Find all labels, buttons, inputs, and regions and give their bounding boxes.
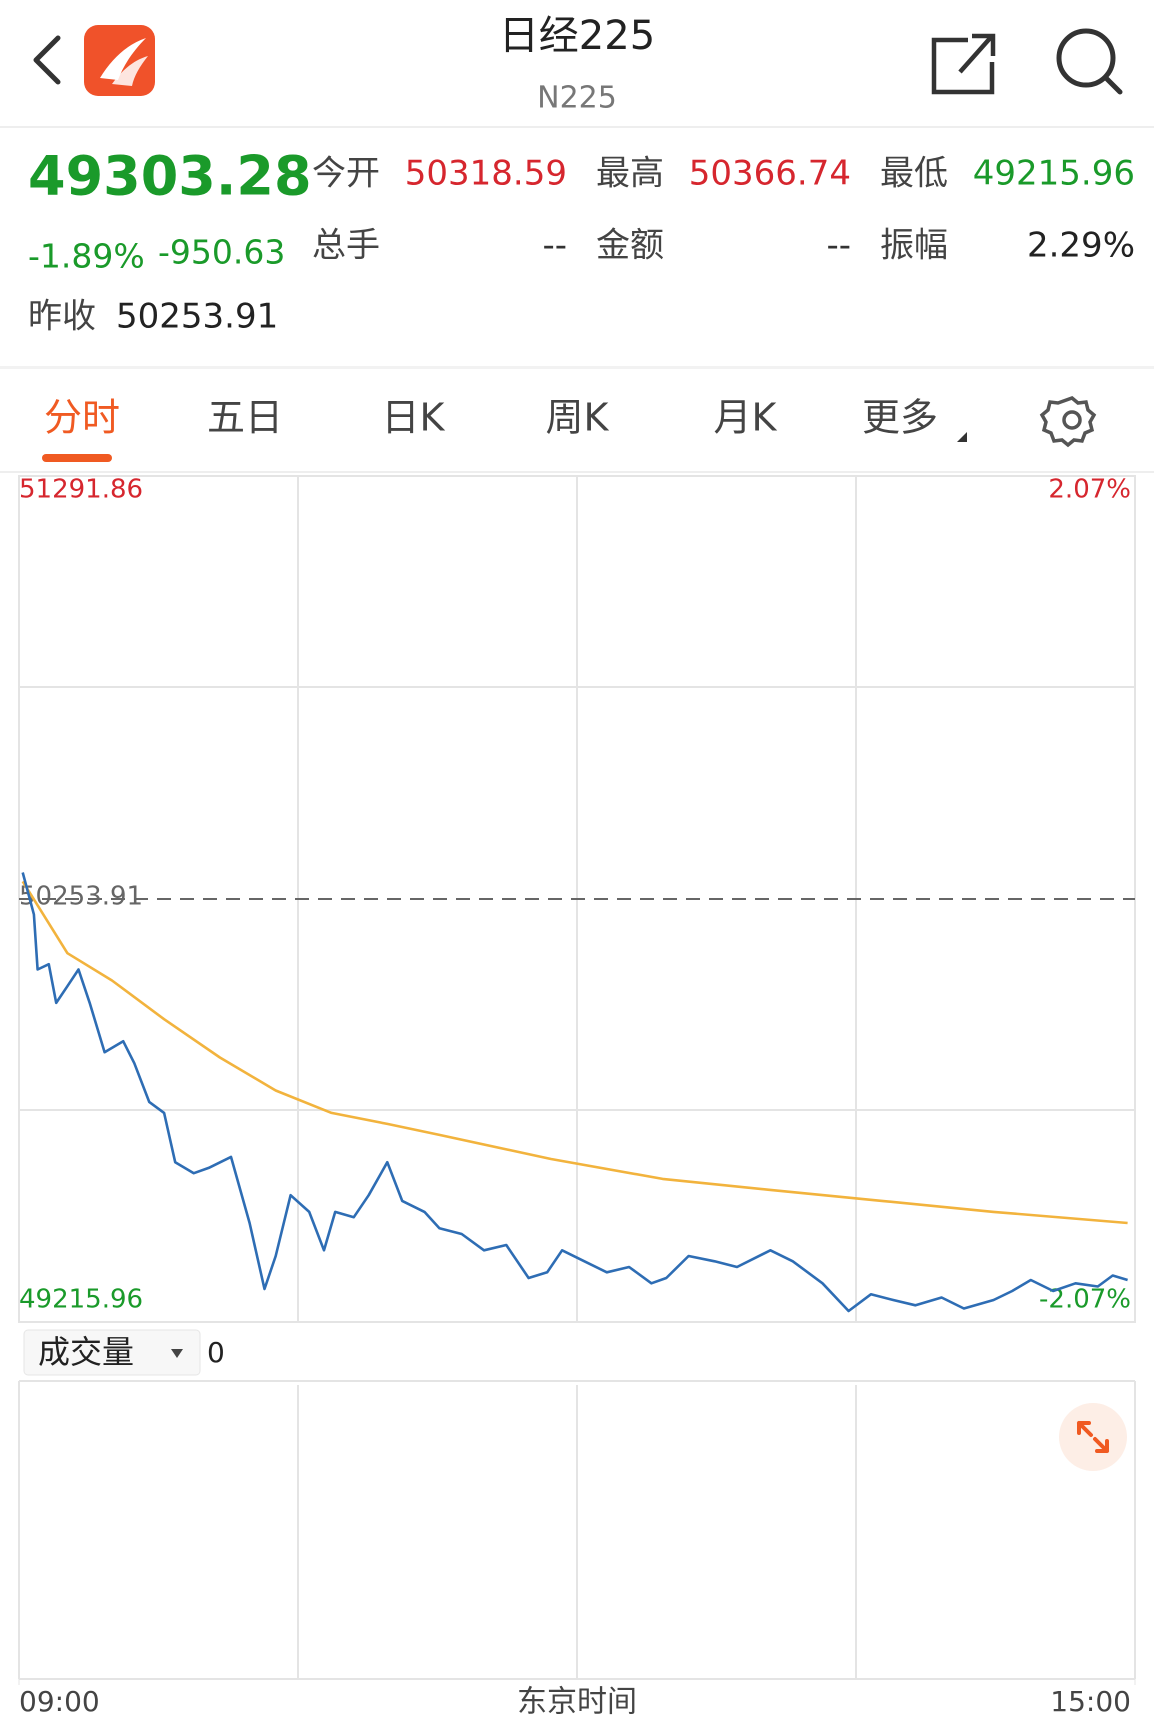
- title: 日经225: [499, 13, 655, 59]
- field-value: 50318.59: [405, 154, 567, 194]
- prev-close-label: 昨收: [28, 297, 96, 337]
- y2-tick-label: -2.07%: [1039, 1285, 1131, 1315]
- volume-value: 0: [207, 1336, 225, 1369]
- field-label: 振幅: [880, 226, 948, 266]
- tab[interactable]: 分时: [44, 396, 120, 440]
- volume-frame: [18, 1380, 1136, 1680]
- share-button[interactable]: [931, 33, 996, 95]
- x-axis-label: 东京时间: [517, 1685, 637, 1720]
- settings-button[interactable]: [1039, 396, 1097, 448]
- y-tick-label: 49215.96: [19, 1285, 143, 1315]
- volume-selector[interactable]: [23, 1329, 201, 1376]
- field-label: 最低: [880, 154, 948, 194]
- volume-label: 成交量: [38, 1333, 134, 1371]
- tab[interactable]: 周K: [546, 396, 610, 440]
- field-label: 金额: [596, 226, 664, 266]
- change: -950.63: [158, 233, 285, 272]
- prev-close: 50253.91: [116, 297, 278, 337]
- last-price: 49303.28: [28, 145, 312, 208]
- change-pct: -1.89%: [28, 237, 145, 276]
- field-value: --: [542, 226, 567, 266]
- divider: [0, 471, 1154, 473]
- app-icon: [84, 25, 155, 96]
- series-line: [21, 872, 1128, 1313]
- field-label: 最高: [596, 154, 664, 194]
- field-value: 50366.74: [689, 154, 851, 194]
- tab-indicator: [42, 454, 112, 462]
- tab[interactable]: 五日: [207, 396, 283, 440]
- field-label: 总手: [312, 226, 380, 266]
- back-button[interactable]: [33, 35, 61, 85]
- field-value: 2.29%: [1027, 226, 1135, 266]
- series-line: [21, 880, 1128, 1225]
- x-tick-label: 09:00: [19, 1685, 100, 1718]
- x-tick-label: 15:00: [1050, 1685, 1131, 1718]
- y2-tick-label: 2.07%: [1048, 475, 1131, 505]
- field-label: 今开: [312, 154, 380, 194]
- tab[interactable]: 更多: [862, 396, 938, 440]
- dropdown-arrow: [171, 1349, 183, 1358]
- field-value: 49215.96: [973, 154, 1135, 194]
- field-value: --: [826, 226, 851, 266]
- expand-button[interactable]: [1059, 1403, 1127, 1471]
- divider: [0, 366, 1154, 369]
- search-button[interactable]: [1056, 28, 1123, 95]
- tab[interactable]: 日K: [382, 396, 446, 440]
- tab[interactable]: 月K: [714, 396, 778, 440]
- y-tick-label: 51291.86: [19, 475, 143, 505]
- subtitle: N225: [537, 81, 617, 116]
- more-arrow: [957, 432, 967, 442]
- divider: [0, 126, 1154, 128]
